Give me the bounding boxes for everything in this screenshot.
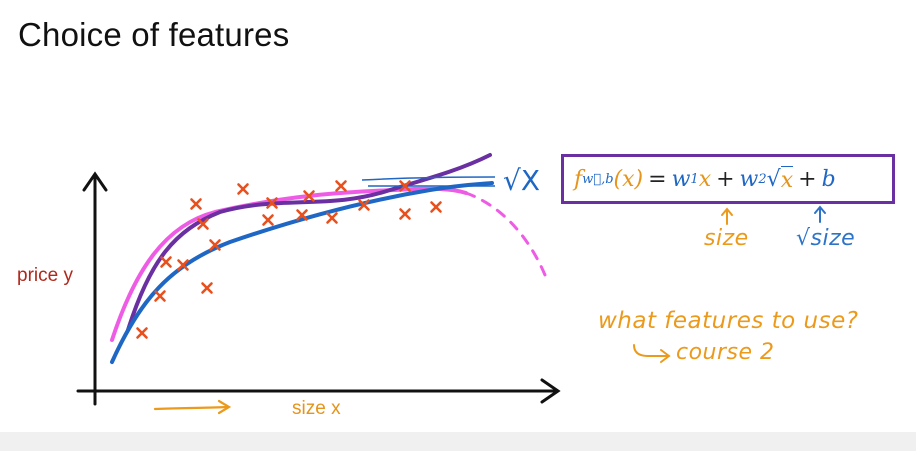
pink-fit-curve (110, 186, 468, 342)
formula-sqrt-argument: x (780, 165, 794, 193)
data-point-marker (303, 190, 315, 202)
data-point-marker (209, 239, 221, 251)
data-point-marker (399, 180, 411, 192)
formula-w2: w (739, 166, 759, 192)
formula-w1-subscript: 1 (690, 171, 699, 187)
data-point-marker (399, 208, 411, 220)
formula-w1: w (671, 166, 691, 192)
course-annotation: course 2 (676, 340, 775, 365)
data-point-marker (190, 198, 202, 210)
axes (76, 171, 561, 406)
data-point-marker (266, 197, 278, 209)
data-point-marker (177, 259, 189, 271)
data-point-marker (197, 218, 209, 230)
data-point-marker (262, 214, 274, 226)
formula-plus-2: + (798, 166, 817, 192)
data-point-marker (154, 290, 166, 302)
y-axis-label: price y (17, 265, 73, 286)
page-title: Choice of features (18, 16, 290, 53)
size-annotation: size (704, 226, 749, 251)
formula-plus-1: + (716, 166, 735, 192)
footer-band (0, 432, 916, 451)
pink-fit-dashed-extension (464, 191, 547, 277)
sqrt-x-curve-label: √X (503, 164, 541, 197)
data-point-marker (358, 199, 370, 211)
data-point-marker (430, 201, 442, 213)
data-point-marker (201, 282, 213, 294)
course-hook-arrow (633, 344, 671, 363)
sqrt-fit-guide-top (361, 176, 496, 181)
formula-f: f (574, 166, 583, 192)
x-axis-label: size x (292, 398, 341, 419)
data-point-marker (237, 183, 249, 195)
x-axis-arrowhead (540, 378, 561, 404)
data-point-marker (136, 327, 148, 339)
formula-x: x (698, 166, 712, 192)
data-point-marker (296, 209, 308, 221)
sqrt-size-pointer-arrow (814, 205, 826, 223)
sqrt-fit-curve (110, 181, 494, 364)
sqrt-size-annotation: √size (796, 226, 856, 251)
formula-b: b (821, 166, 836, 192)
poly-fit-curve (126, 153, 492, 332)
formula-f-subscript: w⃗,b (582, 171, 614, 187)
formula-sqrt-symbol: √ (766, 166, 781, 192)
y-axis-arrowhead (82, 171, 108, 192)
data-point-marker (326, 212, 338, 224)
formula-argument: (x) (613, 166, 644, 192)
features-question-annotation: what features to use? (598, 308, 859, 334)
data-points (136, 180, 442, 339)
data-point-marker (335, 180, 347, 192)
data-point-marker (160, 256, 172, 268)
formula-w2-subscript: 2 (758, 171, 767, 187)
size-pointer-arrow (721, 207, 733, 225)
formula-equals: = (648, 166, 667, 192)
x-direction-arrow (153, 399, 232, 415)
